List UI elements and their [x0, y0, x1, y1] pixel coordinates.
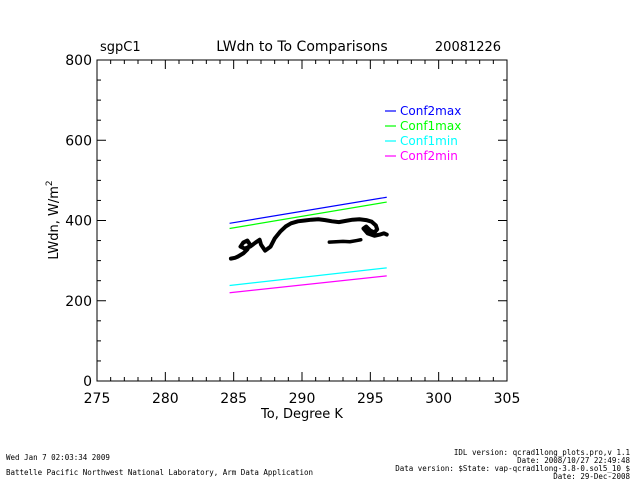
x-tick-label: 295: [357, 391, 384, 407]
idl-date: Date: 2008/10/27 22:49:48: [517, 456, 630, 465]
run-date: Wed Jan 7 02:03:34 2009: [6, 453, 110, 462]
y-axis-label-superscript: 2: [45, 180, 55, 186]
y-tick-label: 600: [65, 133, 92, 149]
observed-line-lower: [327, 238, 363, 244]
x-axis-label: To, Degree K: [260, 407, 343, 422]
x-tick-label: 275: [84, 391, 111, 407]
series-line-conf2max: [229, 196, 387, 224]
data-date: Date: 29-Dec-2008: [553, 472, 630, 481]
x-tick-label: 305: [494, 391, 521, 407]
x-tick-label: 290: [289, 391, 316, 407]
series-lines: [229, 196, 387, 294]
legend-label: Conf2min: [400, 149, 458, 163]
idl-version: IDL version: qcrad1long_plots.pro,v 1.1: [453, 448, 630, 457]
lab-credit: Battelle Pacific Northwest National Labo…: [6, 468, 314, 477]
series-line-conf1min: [229, 267, 387, 287]
series-line-conf2min: [229, 275, 387, 294]
date-label: 20081226: [435, 40, 501, 55]
observed-line: [228, 217, 389, 261]
y-tick-label: 400: [65, 214, 92, 230]
series-line-conf1max: [229, 201, 387, 230]
legend-label: Conf2max: [400, 104, 461, 118]
data-version: Data version: $State: vap-qcrad1long-3.8…: [395, 464, 630, 473]
legend-label: Conf1min: [400, 134, 458, 148]
axes: 275 280 285 290 295 300 305 0 200 400 600 800: [65, 53, 520, 407]
y-axis-label-main: LWdn, W/m: [47, 186, 62, 260]
y-tick-label: 200: [65, 294, 92, 310]
legend-label: Conf1max: [400, 119, 461, 133]
chart-title: LWdn to To Comparisons: [216, 39, 387, 55]
x-tick-label: 285: [220, 391, 247, 407]
observed-data: [228, 217, 389, 261]
y-tick-label: 800: [65, 53, 92, 69]
y-axis-label: LWdn, W/m2: [45, 180, 62, 259]
x-tick-label: 280: [152, 391, 179, 407]
y-tick-label: 0: [83, 374, 92, 390]
site-label: sgpC1: [100, 40, 141, 55]
x-tick-label: 300: [425, 391, 452, 407]
